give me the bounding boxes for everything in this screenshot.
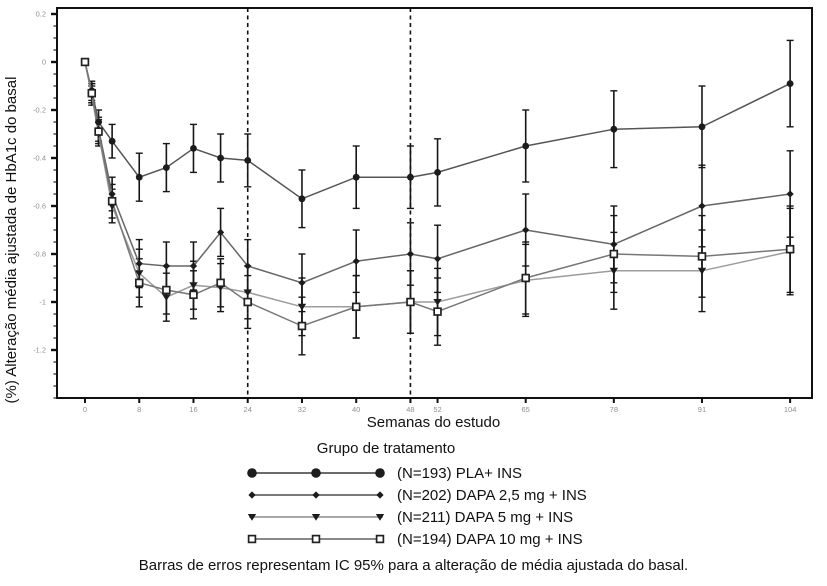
- svg-text:-1.2: -1.2: [33, 346, 46, 355]
- svg-text:52: 52: [433, 405, 441, 414]
- svg-text:78: 78: [610, 405, 618, 414]
- svg-text:16: 16: [189, 405, 197, 414]
- svg-text:0.2: 0.2: [36, 10, 46, 19]
- svg-text:104: 104: [784, 405, 797, 414]
- legend-item: (N=202) DAPA 2,5 mg + INS: [243, 484, 587, 506]
- svg-text:-0.6: -0.6: [33, 202, 46, 211]
- plot-svg: 0.2 0 -0.2 -0.4 -0.6 -0.8 -1 -1.2 0 8 16 24 32 40 48 52…: [33, 7, 813, 414]
- legend-rows: (N=193) PLA+ INS (N=202) DAPA 2,5 mg + I…: [243, 462, 587, 550]
- svg-text:8: 8: [137, 405, 141, 414]
- legend-item: (N=193) PLA+ INS: [243, 462, 587, 484]
- legend-marker-circle-icon: [247, 468, 385, 478]
- svg-text:40: 40: [352, 405, 360, 414]
- legend: Grupo de tratamento (N=193) PLA+ INS (N=…: [0, 438, 827, 548]
- svg-text:-0.2: -0.2: [33, 106, 46, 115]
- svg-text:24: 24: [244, 405, 252, 414]
- svg-text:32: 32: [298, 405, 306, 414]
- legend-marker-diamond-icon: [248, 491, 384, 499]
- y-axis-title: (%) Alteração média ajustada de HbA1c do…: [3, 76, 20, 404]
- svg-text:0: 0: [42, 58, 46, 67]
- legend-marker-square-icon: [247, 534, 385, 544]
- legend-item: (N=211) DAPA 5 mg + INS: [243, 506, 587, 528]
- legend-item-label: (N=202) DAPA 2,5 mg + INS: [397, 486, 587, 504]
- legend-title: Grupo de tratamento: [316, 440, 456, 457]
- legend-item-label: (N=193) PLA+ INS: [397, 464, 523, 482]
- x-axis-title: Semanas do estudo: [366, 414, 501, 431]
- svg-text:-0.8: -0.8: [33, 250, 46, 259]
- svg-text:-0.4: -0.4: [33, 154, 46, 163]
- svg-text:-1: -1: [39, 298, 46, 307]
- legend-item-label: (N=194) DAPA 10 mg + INS: [397, 530, 583, 548]
- legend-item-label: (N=211) DAPA 5 mg + INS: [397, 508, 574, 526]
- svg-text:65: 65: [522, 405, 530, 414]
- svg-text:91: 91: [698, 405, 706, 414]
- footnote: Barras de erros representam IC 95% para …: [138, 557, 689, 574]
- svg-text:0: 0: [83, 405, 87, 414]
- legend-marker-triangle-icon: [247, 514, 385, 521]
- svg-text:48: 48: [406, 405, 414, 414]
- legend-item: (N=194) DAPA 10 mg + INS: [243, 528, 587, 550]
